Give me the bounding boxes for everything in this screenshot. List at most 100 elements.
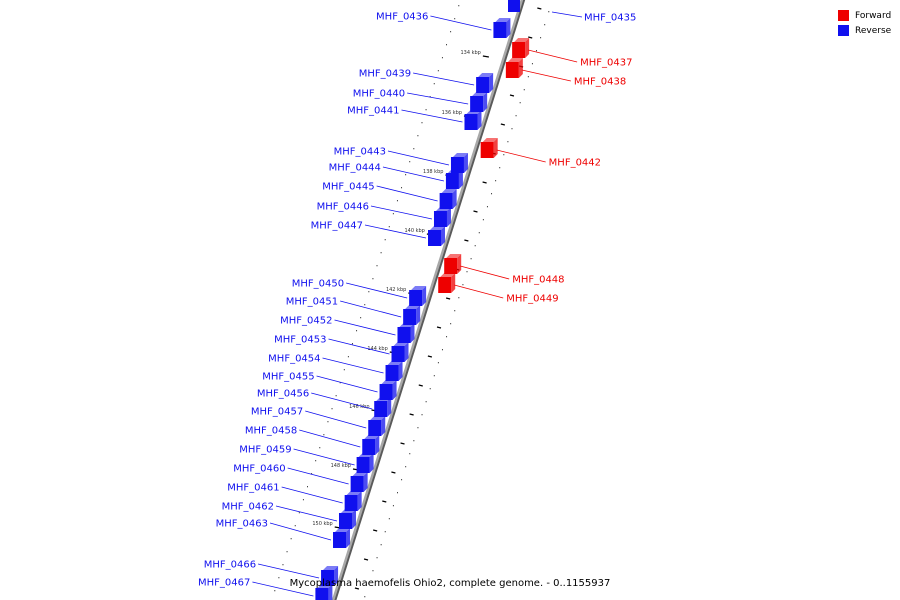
gene-block-top [472, 92, 488, 96]
minor-tick [427, 355, 433, 358]
gene-block-front [480, 142, 494, 158]
gene-label[interactable]: MHF_0463 [216, 519, 268, 530]
scale-tick-label: 140 kbp [404, 228, 424, 234]
gene-label[interactable]: MHF_0458 [245, 426, 297, 437]
gene-label[interactable]: MHF_0461 [227, 483, 279, 494]
gene-block[interactable] [445, 169, 463, 189]
gene-leader-line [311, 392, 373, 410]
gene-block[interactable] [512, 38, 530, 58]
gene-label[interactable]: MHF_0456 [257, 389, 309, 400]
minor-tick [528, 36, 533, 39]
track-dot [441, 57, 443, 59]
gene-label[interactable]: MHF_0446 [317, 202, 369, 213]
track-dot [396, 200, 398, 202]
gene-block[interactable] [480, 138, 498, 158]
gene-block[interactable] [362, 435, 380, 455]
gene-block[interactable] [439, 189, 457, 209]
gene-label[interactable]: MHF_0447 [311, 221, 363, 232]
gene-label[interactable]: MHF_0449 [506, 294, 558, 305]
gene-leader-line [407, 92, 469, 105]
gene-block[interactable] [428, 226, 445, 246]
gene-label[interactable]: MHF_0459 [239, 445, 291, 456]
gene-block-side [493, 138, 498, 158]
gene-block[interactable] [464, 110, 482, 130]
gene-block-front [368, 420, 382, 436]
track-dot [409, 161, 411, 163]
gene-block[interactable] [368, 416, 386, 436]
gene-block-side [357, 491, 362, 511]
gene-label[interactable]: MHF_0448 [512, 275, 564, 286]
gene-block[interactable] [493, 18, 511, 38]
track-dot [478, 232, 480, 234]
gene-label[interactable]: MHF_0443 [334, 147, 386, 158]
gene-block-top [346, 491, 362, 495]
track-dot [388, 226, 390, 228]
gene-label[interactable]: MHF_0450 [292, 279, 344, 290]
gene-label[interactable]: MHF_0466 [204, 560, 256, 571]
gene-label[interactable]: MHF_0452 [280, 316, 332, 327]
gene-block[interactable] [444, 254, 462, 274]
gene-block[interactable] [385, 361, 403, 381]
gene-block[interactable] [403, 305, 421, 325]
gene-block[interactable] [315, 584, 333, 600]
gene-label[interactable]: MHF_0437 [580, 58, 632, 69]
gene-leader-line [387, 150, 450, 166]
gene-block-side [489, 73, 494, 93]
gene-label[interactable]: MHF_0441 [347, 106, 399, 117]
gene-label[interactable]: MHF_0457 [251, 407, 303, 418]
gene-label[interactable]: MHF_0435 [584, 13, 636, 24]
track-dot [392, 505, 394, 507]
strand-legend: Forward Reverse [838, 8, 891, 38]
gene-block[interactable] [505, 58, 523, 78]
gene-block-front [362, 439, 376, 455]
gene-block[interactable] [409, 286, 427, 306]
gene-leader-line [281, 486, 343, 504]
gene-block[interactable] [374, 397, 392, 417]
track-dot [458, 5, 460, 7]
track-dot [548, 11, 550, 13]
gene-label[interactable]: MHF_0442 [549, 158, 601, 169]
gene-label[interactable]: MHF_0467 [198, 578, 250, 589]
gene-block[interactable] [476, 73, 494, 93]
gene-block[interactable] [379, 380, 397, 400]
gene-block-side [483, 92, 488, 112]
gene-block-top [478, 73, 494, 77]
legend-label-reverse: Reverse [855, 25, 892, 36]
gene-leader-line [257, 563, 320, 579]
gene-label[interactable]: MHF_0460 [233, 464, 285, 475]
reverse-swatch-icon [838, 25, 849, 36]
gene-block[interactable] [344, 491, 362, 511]
gene-leader-line [376, 185, 438, 202]
gene-block[interactable] [350, 472, 368, 492]
gene-label[interactable]: MHF_0462 [222, 502, 274, 513]
gene-block[interactable] [338, 509, 356, 529]
gene-block-top [435, 207, 451, 211]
scale-tick-label: 134 kbp [460, 50, 480, 56]
gene-block[interactable] [391, 342, 409, 362]
gene-block[interactable] [433, 207, 451, 227]
gene-label[interactable]: MHF_0438 [574, 77, 626, 88]
gene-block[interactable] [356, 453, 374, 473]
gene-block[interactable] [470, 92, 488, 112]
track-dot [421, 122, 423, 124]
gene-label[interactable]: MHF_0453 [274, 335, 326, 346]
track-dot [454, 310, 456, 312]
track-dot [413, 148, 415, 150]
gene-block-front [445, 173, 459, 189]
gene-block[interactable] [397, 323, 415, 343]
gene-block[interactable] [438, 273, 456, 293]
gene-block[interactable] [321, 566, 339, 586]
gene-label[interactable]: MHF_0436 [376, 12, 428, 23]
track-dot [450, 323, 452, 325]
gene-label[interactable]: MHF_0445 [322, 182, 374, 193]
gene-label[interactable]: MHF_0451 [286, 297, 338, 308]
gene-label[interactable]: MHF_0440 [353, 89, 405, 100]
gene-label[interactable]: MHF_0455 [262, 372, 314, 383]
minor-tick [391, 471, 396, 474]
gene-label[interactable]: MHF_0454 [268, 354, 320, 365]
gene-label[interactable]: MHF_0439 [359, 69, 411, 80]
legend-item-forward: Forward [838, 8, 891, 23]
gene-block[interactable] [333, 528, 351, 548]
gene-label[interactable]: MHF_0444 [329, 163, 381, 174]
gene-block-side [463, 153, 468, 173]
